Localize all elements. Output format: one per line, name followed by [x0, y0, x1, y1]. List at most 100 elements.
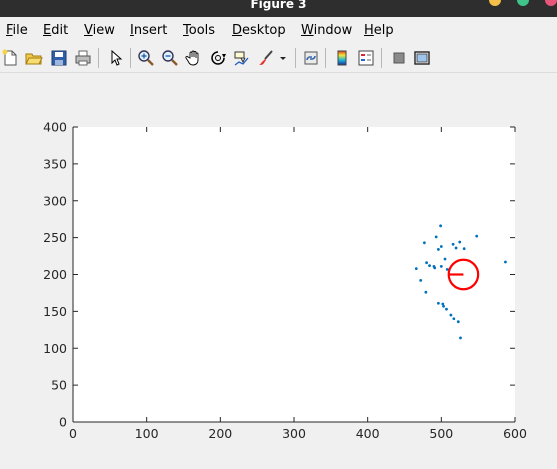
brush-icon: [259, 50, 273, 65]
data-point: [454, 246, 458, 250]
insert-legend-icon: [358, 50, 374, 66]
data-point: [439, 224, 442, 228]
y-tick-label: 50: [51, 378, 67, 393]
y-tick-label: 400: [43, 120, 67, 135]
menu-file[interactable]: File: [6, 23, 28, 38]
figure-canvas[interactable]: 0 50 100 150 200 250 300 350 400 0 100 200 300 400 500…: [0, 73, 557, 469]
insert-colorbar-button[interactable]: [333, 49, 351, 67]
y-tick-label: 150: [43, 304, 67, 319]
figure-toolbar: [0, 44, 557, 73]
menu-help[interactable]: Help: [364, 23, 394, 38]
close-button[interactable]: [545, 0, 557, 6]
insert-legend-button[interactable]: [357, 49, 375, 67]
x-tick-label: 100: [135, 426, 159, 441]
link-plot-button[interactable]: [302, 49, 320, 67]
title-bar[interactable]: Figure 3: [0, 0, 557, 17]
x-tick-label: 200: [208, 426, 232, 441]
brush-button[interactable]: [257, 49, 275, 67]
data-point: [475, 234, 479, 238]
link-plot-icon: [304, 51, 318, 65]
data-point: [414, 267, 418, 270]
zoom-in-button[interactable]: [137, 49, 155, 67]
window-title: Figure 3: [250, 0, 307, 11]
zoom-out-button[interactable]: [161, 49, 179, 67]
axes-background[interactable]: [73, 127, 515, 422]
print-button[interactable]: [74, 49, 92, 67]
save-button[interactable]: [50, 49, 68, 67]
print-icon: [75, 50, 91, 66]
data-point: [445, 267, 449, 271]
x-tick-label: 500: [429, 426, 453, 441]
minimize-button[interactable]: [489, 0, 501, 6]
dropdown-arrow-icon: [280, 57, 286, 60]
data-cursor-button[interactable]: [233, 49, 251, 67]
maximize-button[interactable]: [517, 0, 529, 6]
y-tick-label: 200: [43, 267, 67, 282]
x-tick-label: 400: [356, 426, 380, 441]
y-tick-label: 350: [43, 156, 67, 171]
menu-view[interactable]: View: [84, 23, 115, 38]
pointer-arrow-icon: [111, 49, 123, 66]
x-tick-label: 0: [69, 426, 77, 441]
data-point: [442, 304, 445, 308]
open-file-button[interactable]: [25, 49, 43, 67]
data-point: [443, 257, 447, 261]
y-tick-label: 0: [59, 415, 67, 430]
menu-desktop[interactable]: Desktop: [232, 23, 286, 38]
data-point: [433, 266, 437, 270]
y-tick-label: 300: [43, 193, 67, 208]
data-point: [462, 247, 466, 251]
data-cursor-icon: [234, 51, 249, 66]
data-point: [441, 302, 445, 306]
x-tick-label: 600: [503, 426, 527, 441]
open-file-icon: [25, 53, 43, 65]
data-point: [439, 245, 443, 248]
rotate-3d-button[interactable]: [209, 49, 227, 67]
zoom-out-icon: [162, 50, 178, 66]
y-tick-label: 100: [43, 341, 67, 356]
y-tick-label: 250: [43, 230, 67, 245]
brush-dropdown-button[interactable]: [278, 49, 288, 67]
data-point: [452, 317, 456, 321]
menu-window[interactable]: Window: [301, 23, 353, 38]
edit-plot-button[interactable]: [107, 49, 125, 67]
data-point: [419, 279, 423, 282]
hide-plot-tools-icon: [393, 52, 405, 64]
rotate-3d-icon: [211, 51, 226, 65]
toolbar-separator: [130, 48, 131, 68]
data-point: [449, 313, 453, 317]
data-point: [428, 264, 431, 268]
data-point: [439, 264, 443, 268]
toolbar-separator: [295, 48, 296, 68]
menu-edit[interactable]: Edit: [43, 23, 69, 38]
hide-plot-tools-button[interactable]: [390, 49, 408, 67]
data-point: [459, 336, 462, 340]
data-point: [504, 260, 507, 264]
toolbar-separator: [325, 48, 326, 68]
data-point: [436, 301, 440, 305]
menu-tools[interactable]: Tools: [183, 23, 216, 38]
pan-button[interactable]: [185, 49, 203, 67]
zoom-in-icon: [138, 50, 154, 66]
new-figure-icon: [2, 49, 17, 66]
annotation-circle: [447, 258, 480, 291]
x-tick-label: 300: [282, 426, 306, 441]
save-icon: [51, 50, 67, 66]
pan-hand-icon: [185, 50, 199, 66]
show-plot-tools-icon: [414, 51, 430, 65]
data-point: [424, 290, 428, 294]
data-point: [422, 241, 426, 245]
data-point: [445, 307, 448, 311]
insert-colorbar-icon: [337, 50, 347, 66]
data-point: [436, 248, 440, 251]
new-figure-button[interactable]: [1, 49, 19, 67]
menu-insert[interactable]: Insert: [130, 23, 168, 38]
show-plot-tools-button[interactable]: [413, 49, 431, 67]
data-point: [451, 242, 455, 246]
data-point: [456, 320, 460, 324]
data-point: [458, 240, 462, 244]
toolbar-separator: [98, 48, 99, 68]
scatter-plot[interactable]: 0 50 100 150 200 250 300 350 400 0 100 200 300 400 500…: [0, 73, 557, 469]
data-point: [434, 235, 438, 239]
data-point: [425, 261, 428, 265]
